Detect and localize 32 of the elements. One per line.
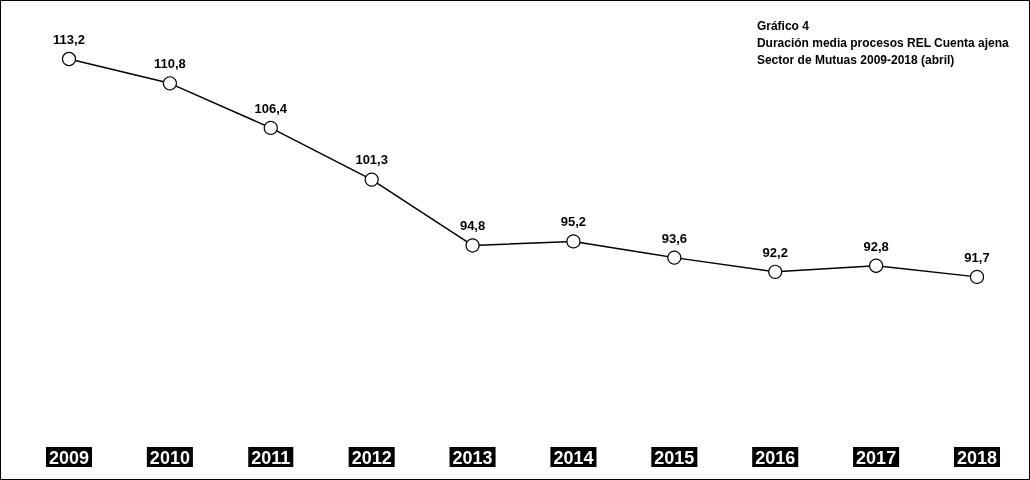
- point: [263, 120, 278, 136]
- x-tick-label: 2014: [553, 448, 594, 468]
- x-tick-label: 2018: [956, 448, 998, 468]
- x-tick-label: 2016: [755, 448, 796, 468]
- data-label: 101,3: [355, 152, 388, 168]
- x-tick-label: 2010: [149, 448, 190, 468]
- data-label: 91,7: [964, 249, 990, 265]
- data-label: 92,8: [863, 238, 889, 254]
- data-label: 106,4: [254, 100, 288, 116]
- chart-title: Gráfico 4: [756, 19, 810, 33]
- data-label: 110,8: [153, 56, 186, 72]
- data-label: 95,2: [560, 214, 587, 230]
- point: [162, 76, 177, 91]
- x-tick-label: 2015: [654, 448, 695, 468]
- data-label: 92,2: [762, 244, 788, 260]
- point: [61, 51, 77, 67]
- point: [768, 264, 783, 279]
- x-tick-label: 2013: [452, 448, 493, 468]
- x-tick-label: 2012: [351, 448, 392, 468]
- point: [566, 234, 581, 249]
- data-label: 113,2: [53, 31, 85, 47]
- x-tick-label: 2009: [48, 448, 90, 468]
- data-label: 93,6: [661, 230, 687, 246]
- point: [667, 250, 682, 265]
- x-tick-label: 2017: [856, 448, 897, 468]
- x-tick-label: 2011: [251, 448, 291, 468]
- data-label: 94,8: [459, 218, 486, 234]
- point: [869, 258, 884, 273]
- point: [465, 238, 480, 253]
- point: [364, 172, 379, 187]
- chart-subtitle: Duración media procesos REL Cuenta ajena Sector de Mutuas 2009-2018 (abril): [756, 35, 1010, 67]
- point: [969, 269, 985, 284]
